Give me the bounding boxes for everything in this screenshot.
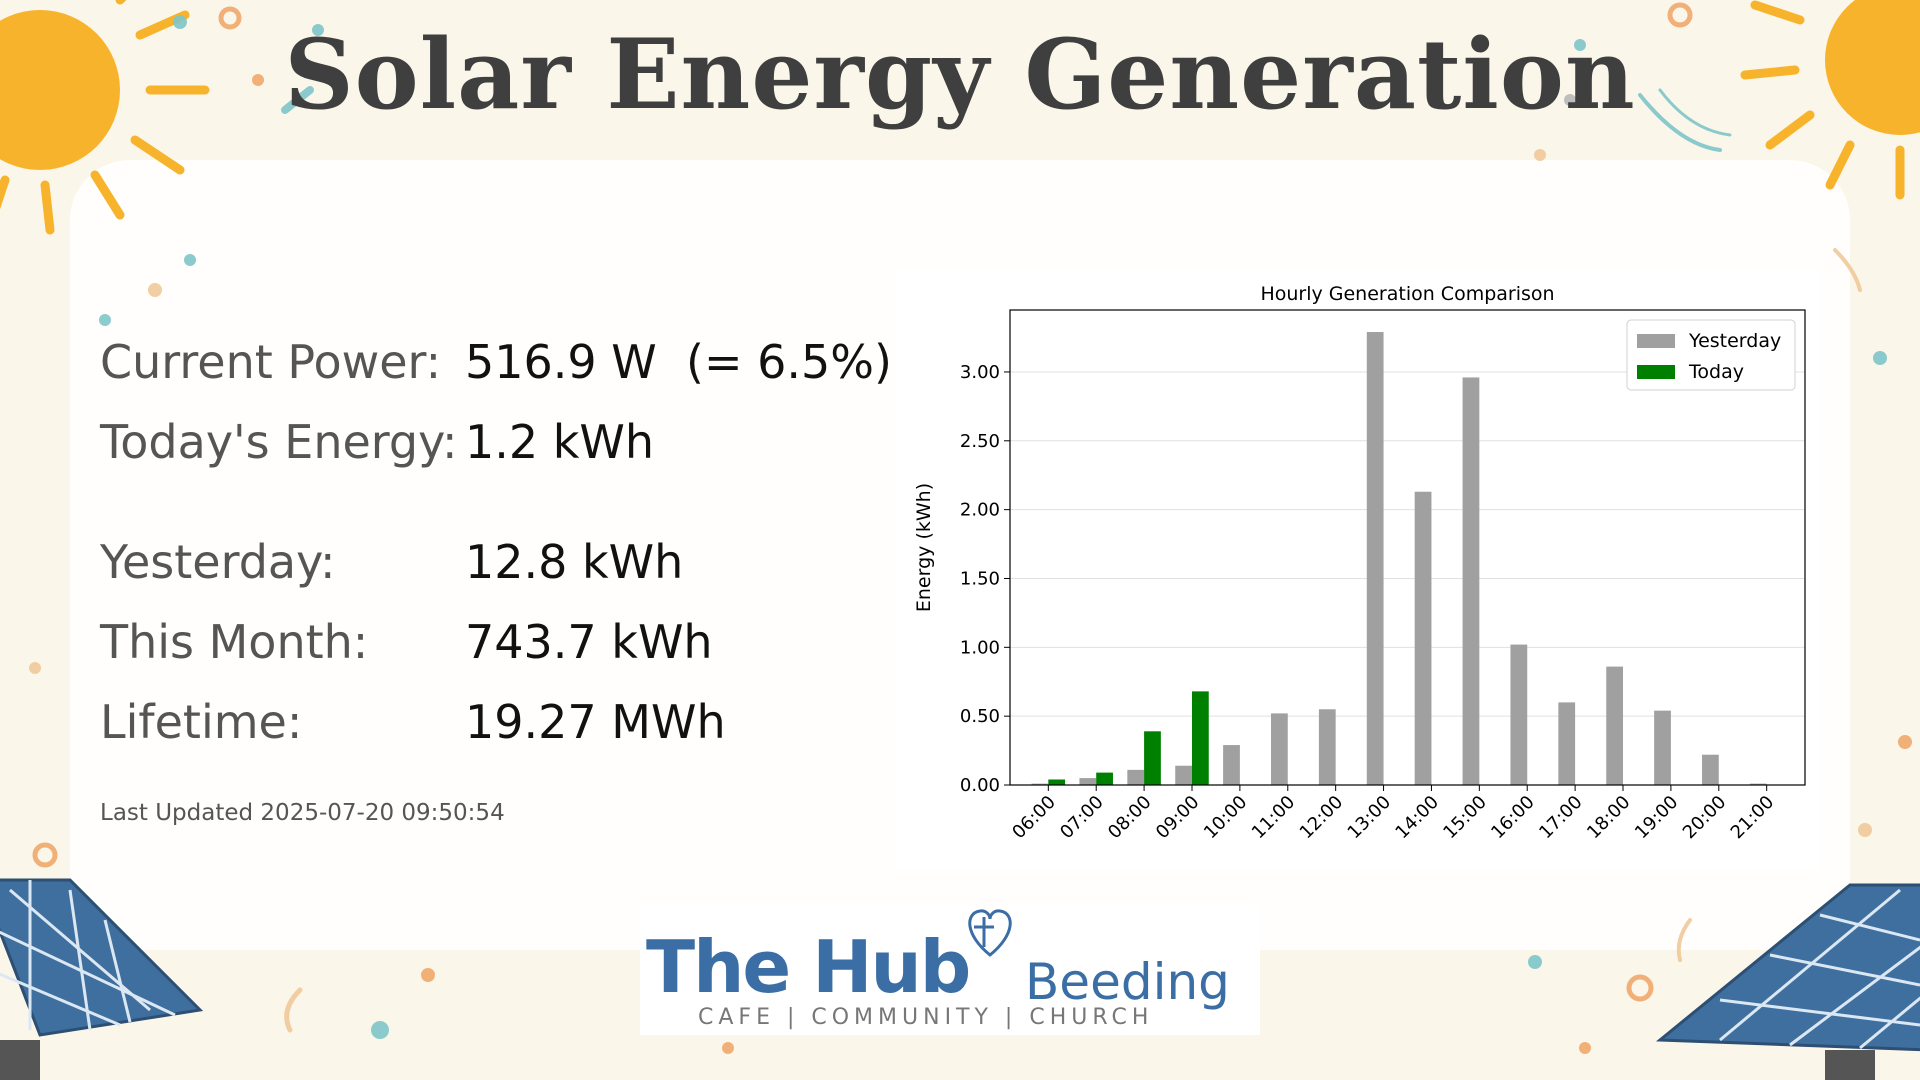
plot-frame: [1009, 309, 1806, 786]
legend-label: Yesterday: [1688, 330, 1781, 352]
bar-today: [1096, 772, 1113, 785]
x-tick-label: 19:00: [1631, 792, 1683, 844]
y-tick-label: 1.00: [960, 637, 1000, 658]
chart-title: Hourly Generation Comparison: [1260, 283, 1554, 305]
bar-yesterday: [1079, 778, 1097, 785]
solar-panel-icon-left: [0, 878, 204, 1080]
stat-label: Today's Energy:: [100, 415, 458, 469]
stat-value: 12.8 kWh: [465, 535, 684, 589]
bar-yesterday: [1318, 709, 1336, 785]
bar-yesterday: [1271, 713, 1288, 785]
page-title: Solar Energy Generation: [284, 18, 1636, 131]
x-tick-label: 12:00: [1296, 792, 1348, 844]
y-tick-label: 0.00: [960, 775, 1000, 796]
stat-value: 743.7 kWh: [465, 615, 713, 669]
logo-name: The Hub: [646, 925, 971, 1009]
y-axis-label: Energy (kWh): [913, 483, 935, 612]
hourly-generation-chart: Hourly Generation Comparison 0.00 0.50 1.00…: [895, 270, 1820, 870]
y-tick-label: 3.00: [960, 362, 1000, 383]
bar-yesterday: [1031, 783, 1049, 785]
stat-label: Lifetime:: [100, 695, 303, 749]
x-tick-label: 18:00: [1583, 792, 1635, 844]
bar-today: [1191, 691, 1209, 785]
bar-yesterday: [1749, 783, 1767, 785]
x-tick-label: 20:00: [1679, 792, 1731, 844]
x-tick-label: 08:00: [1104, 792, 1156, 844]
x-tick-label: 15:00: [1439, 792, 1491, 844]
bar-today: [1144, 731, 1161, 785]
y-tick-label: 0.50: [960, 706, 1000, 727]
last-updated-text: Last Updated 2025-07-20 09:50:54: [100, 800, 505, 826]
y-tick-label: 2.00: [960, 500, 1000, 521]
legend-label: Today: [1688, 361, 1744, 383]
stat-value: 516.9 W (= 6.5%): [465, 335, 892, 389]
stat-label: Current Power:: [100, 335, 442, 389]
bar-yesterday: [1558, 702, 1576, 785]
x-tick-label: 13:00: [1344, 792, 1396, 844]
logo-tagline: CAFE | COMMUNITY | CHURCH: [698, 1005, 1154, 1030]
bar-yesterday: [1510, 644, 1528, 785]
bar-yesterday: [1702, 754, 1719, 785]
x-tick-label: 14:00: [1391, 792, 1443, 844]
bar-today: [1048, 779, 1066, 785]
x-tick-label: 07:00: [1056, 792, 1108, 844]
y-tick-label: 1.50: [960, 568, 1000, 589]
stat-label: Yesterday:: [100, 535, 336, 589]
x-tick-label: 09:00: [1152, 792, 1204, 844]
sun-icon-left: [0, 0, 210, 235]
bar-yesterday: [1127, 769, 1145, 785]
chart-svg: Hourly Generation Comparison 0.00 0.50 1.00…: [913, 283, 1806, 844]
bar-yesterday: [1366, 332, 1384, 785]
sun-icon-right: [1740, 0, 1920, 200]
y-tick-label: 2.50: [960, 431, 1000, 452]
bar-yesterday: [1606, 666, 1624, 785]
bar-yesterday: [1654, 710, 1671, 785]
heart-cross-icon: [968, 909, 1012, 957]
x-tick-label: 06:00: [1008, 792, 1060, 844]
logo-place: Beeding: [1025, 953, 1230, 1011]
bar-yesterday: [1223, 745, 1240, 785]
legend-swatch: [1637, 334, 1675, 348]
bar-yesterday: [1175, 765, 1192, 785]
x-tick-label: 16:00: [1487, 792, 1539, 844]
x-tick-label: 11:00: [1248, 792, 1300, 844]
stat-value: 19.27 MWh: [465, 695, 726, 749]
bar-yesterday: [1414, 491, 1432, 785]
solar-panel-icon-right: [1655, 883, 1920, 1080]
x-tick-label: 17:00: [1535, 792, 1587, 844]
x-tick-label: 21:00: [1727, 792, 1779, 844]
x-tick-label: 10:00: [1200, 792, 1252, 844]
bar-yesterday: [1462, 377, 1480, 785]
stat-value: 1.2 kWh: [465, 415, 655, 469]
legend-swatch: [1637, 365, 1675, 379]
hub-logo: The Hub Beeding CAFE | COMMUNITY | CHURC…: [640, 905, 1260, 1035]
stat-label: This Month:: [100, 615, 369, 669]
